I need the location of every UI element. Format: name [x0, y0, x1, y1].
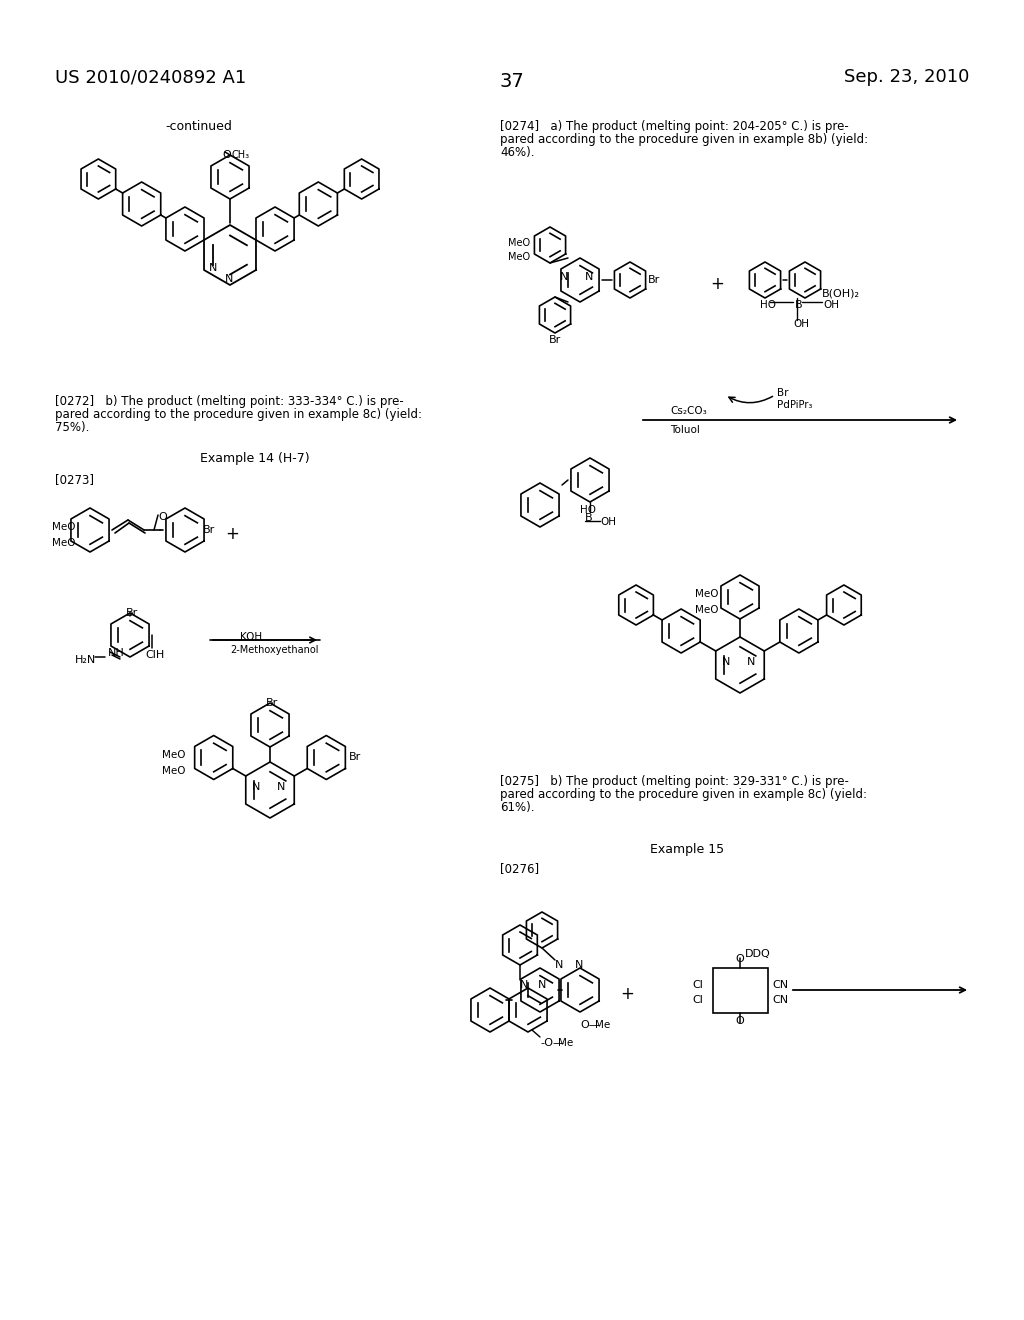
Text: MeO: MeO: [695, 605, 719, 615]
Text: 75%).: 75%).: [55, 421, 89, 434]
Text: N: N: [575, 960, 584, 970]
Text: N: N: [209, 263, 218, 273]
Text: NH: NH: [108, 648, 125, 657]
Text: MeO: MeO: [162, 766, 185, 776]
Text: [0276]: [0276]: [500, 862, 539, 875]
Text: N: N: [225, 273, 233, 284]
Text: Br: Br: [266, 698, 279, 708]
Text: [0274]   a) The product (melting point: 204-205° C.) is pre-: [0274] a) The product (melting point: 20…: [500, 120, 849, 133]
Text: Example 14 (H-7): Example 14 (H-7): [200, 451, 309, 465]
Text: B: B: [585, 513, 593, 523]
Text: CN: CN: [772, 979, 788, 990]
Text: -continued: -continued: [165, 120, 231, 133]
Text: Cs₂CO₃: Cs₂CO₃: [670, 407, 707, 416]
Text: Toluol: Toluol: [670, 425, 699, 436]
Text: O: O: [158, 512, 167, 521]
Text: O—: O—: [580, 1020, 600, 1030]
Text: OH: OH: [793, 319, 809, 329]
Text: O: O: [222, 150, 230, 160]
Bar: [713, 968, 768, 1012]
Text: B: B: [795, 300, 803, 310]
Text: Cl: Cl: [692, 995, 703, 1005]
Text: -O—: -O—: [540, 1038, 564, 1048]
Text: CH₃: CH₃: [232, 150, 250, 160]
Text: OH: OH: [600, 517, 616, 527]
Text: Br: Br: [126, 609, 138, 618]
Text: MeO: MeO: [508, 238, 530, 248]
Text: pared according to the procedure given in example 8c) (yield:: pared according to the procedure given i…: [500, 788, 867, 801]
Text: HO: HO: [760, 300, 776, 310]
Text: MeO: MeO: [52, 521, 76, 532]
Text: Example 15: Example 15: [650, 843, 724, 855]
Text: Pd: Pd: [777, 400, 790, 411]
Text: PiPr₃: PiPr₃: [790, 400, 812, 411]
Text: B(OH)₂: B(OH)₂: [822, 288, 860, 298]
Text: N: N: [538, 979, 547, 990]
Text: N: N: [722, 657, 730, 667]
Text: [0275]   b) The product (melting point: 329-331° C.) is pre-: [0275] b) The product (melting point: 32…: [500, 775, 849, 788]
Text: MeO: MeO: [508, 252, 530, 261]
Text: KOH: KOH: [240, 632, 262, 642]
Text: MeO: MeO: [695, 589, 719, 599]
Text: MeO: MeO: [162, 750, 185, 759]
Text: pared according to the procedure given in example 8b) (yield:: pared according to the procedure given i…: [500, 133, 868, 147]
Text: H₂N: H₂N: [75, 655, 96, 665]
Text: N: N: [585, 272, 593, 282]
Text: [0273]: [0273]: [55, 473, 94, 486]
Text: HO: HO: [580, 506, 596, 515]
Text: N: N: [560, 272, 568, 282]
Text: US 2010/0240892 A1: US 2010/0240892 A1: [55, 69, 246, 86]
Text: 37: 37: [500, 73, 524, 91]
Text: [0272]   b) The product (melting point: 333-334° C.) is pre-: [0272] b) The product (melting point: 33…: [55, 395, 403, 408]
Text: 2-Methoxyethanol: 2-Methoxyethanol: [230, 645, 318, 655]
Text: DDQ: DDQ: [745, 949, 771, 960]
Text: O: O: [735, 954, 743, 965]
Text: N: N: [520, 979, 528, 990]
Text: ClH: ClH: [145, 649, 164, 660]
Text: N: N: [252, 781, 260, 792]
Text: +: +: [710, 275, 724, 293]
Text: Cl: Cl: [692, 979, 703, 990]
Text: Me: Me: [558, 1038, 573, 1048]
Text: Sep. 23, 2010: Sep. 23, 2010: [844, 69, 969, 86]
Text: Br: Br: [203, 525, 215, 535]
Text: +: +: [225, 525, 239, 543]
Text: Br: Br: [648, 275, 660, 285]
Text: OH: OH: [823, 300, 839, 310]
Text: CN: CN: [772, 995, 788, 1005]
Text: Br: Br: [549, 335, 561, 345]
Text: Br: Br: [349, 752, 361, 763]
Text: N: N: [746, 657, 756, 667]
Text: pared according to the procedure given in example 8c) (yield:: pared according to the procedure given i…: [55, 408, 422, 421]
Text: Me: Me: [595, 1020, 610, 1030]
Text: Br: Br: [777, 388, 788, 399]
Text: N: N: [278, 781, 286, 792]
Text: N: N: [555, 960, 563, 970]
Text: 61%).: 61%).: [500, 801, 535, 814]
Text: 46%).: 46%).: [500, 147, 535, 158]
Text: +: +: [620, 985, 634, 1003]
Text: MeO: MeO: [52, 539, 76, 548]
Text: O: O: [735, 1015, 743, 1026]
